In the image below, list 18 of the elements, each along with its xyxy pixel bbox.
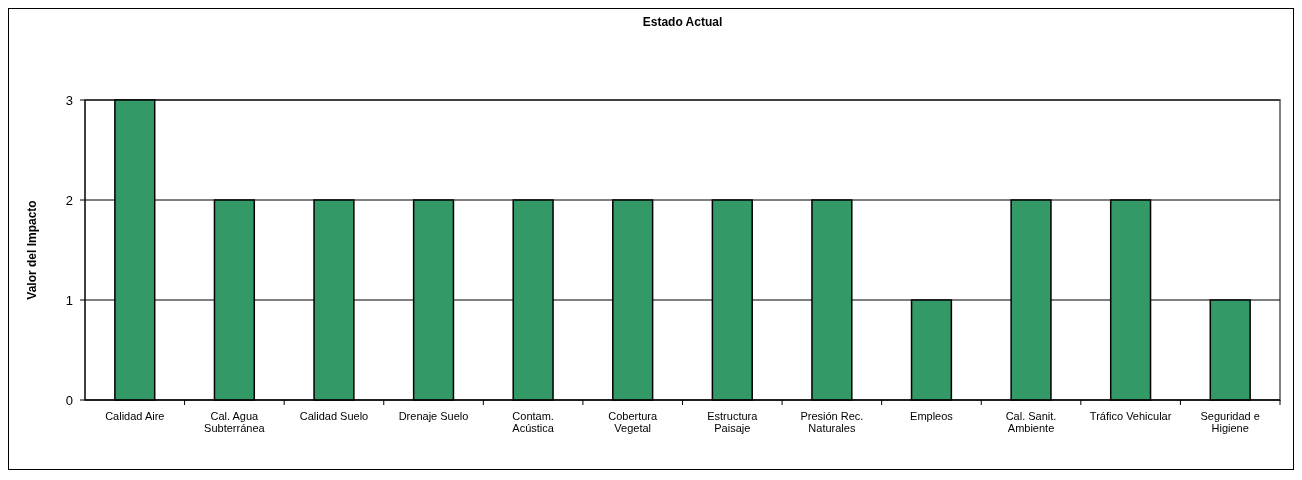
x-tick-label: Calidad Suelo [299, 410, 369, 422]
x-tick-label: Cobertura Vegetal [608, 410, 659, 434]
y-tick-label: 1 [65, 292, 73, 308]
x-tick-label: Cal. Agua Subterránea [204, 410, 266, 434]
x-tick-label: Drenaje Suelo [398, 410, 469, 422]
x-tick-label: Calidad Aire [105, 410, 165, 422]
x-tick-label: Cal. Sanit. Ambiente [1005, 410, 1057, 434]
x-tick-label: Estructura Paisaje [707, 410, 759, 434]
y-tick-label: 0 [65, 392, 73, 408]
x-tick-label: Contam. Acústica [512, 410, 555, 434]
x-tick-label: Seguridad e Higiene [1200, 410, 1260, 434]
y-tick-label: 2 [65, 192, 73, 208]
y-tick-label: 3 [65, 92, 73, 108]
y-axis-title: Valor del Impacto [25, 200, 39, 300]
x-tick-label: Presión Rec. Naturales [800, 410, 864, 434]
x-tick-label: Empleos [910, 410, 954, 422]
chart-title: Estado Actual [642, 15, 723, 29]
x-tick-label: Tráfico Vehicular [1089, 410, 1172, 422]
